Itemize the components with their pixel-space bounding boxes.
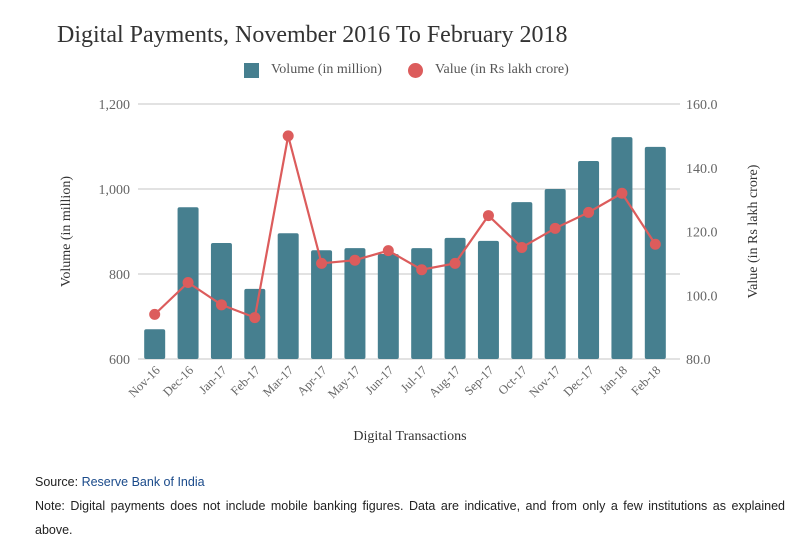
x-tick-label: Jan-18 [597, 363, 630, 396]
value-point[interactable] [316, 257, 328, 269]
value-point[interactable] [349, 254, 361, 266]
chart-title: Digital Payments, November 2016 To Febru… [57, 22, 568, 48]
x-tick-label: Dec-17 [561, 363, 597, 399]
value-line [153, 135, 657, 320]
chart-footer: Source: Reserve Bank of India Note: Digi… [35, 470, 785, 542]
x-tick-label: Jan-17 [196, 363, 229, 396]
x-tick-label: Jul-17 [398, 363, 430, 395]
note-text: Note: Digital payments does not include … [35, 499, 785, 537]
volume-bar[interactable] [411, 248, 433, 359]
volume-bar[interactable] [311, 250, 333, 359]
value-point[interactable] [416, 264, 428, 276]
volume-bar[interactable] [344, 248, 366, 359]
x-tick-label: Aug-17 [426, 363, 463, 400]
volume-bar[interactable] [644, 146, 666, 359]
y2-tick-label: 140.0 [686, 162, 718, 177]
value-point[interactable] [583, 206, 595, 218]
value-point[interactable] [549, 222, 561, 234]
value-point[interactable] [149, 308, 161, 320]
x-tick-label: Nov-16 [126, 363, 163, 400]
x-axis-title: Digital Transactions [353, 429, 466, 444]
y2-tick-label: 100.0 [686, 289, 718, 304]
x-tick-label: Oct-17 [495, 363, 529, 397]
plot-area: 600 800 1,000 1,200 80.0 100.0 120.0 140.0 160.0… [59, 98, 761, 444]
value-point[interactable] [382, 245, 394, 257]
y-tick-label: 1,200 [99, 98, 131, 113]
value-point[interactable] [449, 257, 461, 269]
source-label: Source: [35, 475, 79, 489]
bar-swatch-icon [244, 62, 259, 78]
x-tick-label: Jun-17 [362, 363, 396, 397]
y-axis-title: Volume (in million) [59, 176, 74, 287]
x-tick-label: Feb-18 [628, 363, 663, 398]
y2-tick-label: 80.0 [686, 353, 711, 368]
x-tick-label: Mar-17 [260, 363, 296, 399]
legend-label-value: Value (in Rs lakh crore) [435, 62, 569, 77]
y2-tick-label: 120.0 [686, 226, 718, 241]
x-tick-label: Nov-17 [526, 363, 563, 400]
y-tick-label: 600 [109, 353, 130, 368]
dot-swatch-icon [408, 62, 423, 78]
value-point[interactable] [215, 299, 227, 311]
source-link[interactable]: Reserve Bank of India [81, 475, 205, 489]
volume-bar[interactable] [244, 288, 266, 359]
value-point[interactable] [616, 187, 628, 199]
y-tick-label: 1,000 [99, 183, 131, 198]
chart-container: Digital Payments, November 2016 To Febru… [0, 22, 796, 444]
value-point[interactable] [182, 277, 194, 288]
volume-bar[interactable] [277, 233, 299, 359]
volume-bar[interactable] [444, 237, 466, 359]
chart-legend: Volume (in million) Value (in Rs lakh cr… [0, 62, 796, 84]
legend-item-value[interactable]: Value (in Rs lakh crore) [408, 62, 569, 78]
volume-bar[interactable] [144, 329, 166, 359]
value-point[interactable] [282, 130, 294, 142]
y2-tick-label: 160.0 [686, 98, 718, 113]
volume-bar[interactable] [477, 240, 499, 359]
volume-bar[interactable] [544, 189, 566, 359]
legend-item-volume[interactable]: Volume (in million) [244, 62, 382, 78]
x-tick-label: Dec-16 [160, 363, 196, 399]
value-point[interactable] [516, 241, 528, 253]
y-tick-label: 800 [109, 268, 130, 283]
value-point[interactable] [482, 210, 494, 222]
x-tick-label: Feb-17 [228, 363, 263, 398]
source-line: Source: Reserve Bank of India [35, 470, 785, 494]
x-tick-label: Sep-17 [462, 363, 497, 398]
x-tick-label: May-17 [325, 363, 363, 401]
volume-bar[interactable] [611, 137, 633, 359]
volume-bar[interactable] [578, 160, 600, 359]
y2-axis-title: Value (in Rs lakh crore) [746, 164, 761, 298]
volume-bar[interactable] [511, 202, 533, 359]
value-point[interactable] [249, 312, 261, 324]
value-point[interactable] [649, 238, 661, 250]
x-tick-label: Apr-17 [294, 363, 329, 398]
volume-bar[interactable] [377, 254, 399, 359]
legend-label-volume: Volume (in million) [271, 62, 382, 77]
